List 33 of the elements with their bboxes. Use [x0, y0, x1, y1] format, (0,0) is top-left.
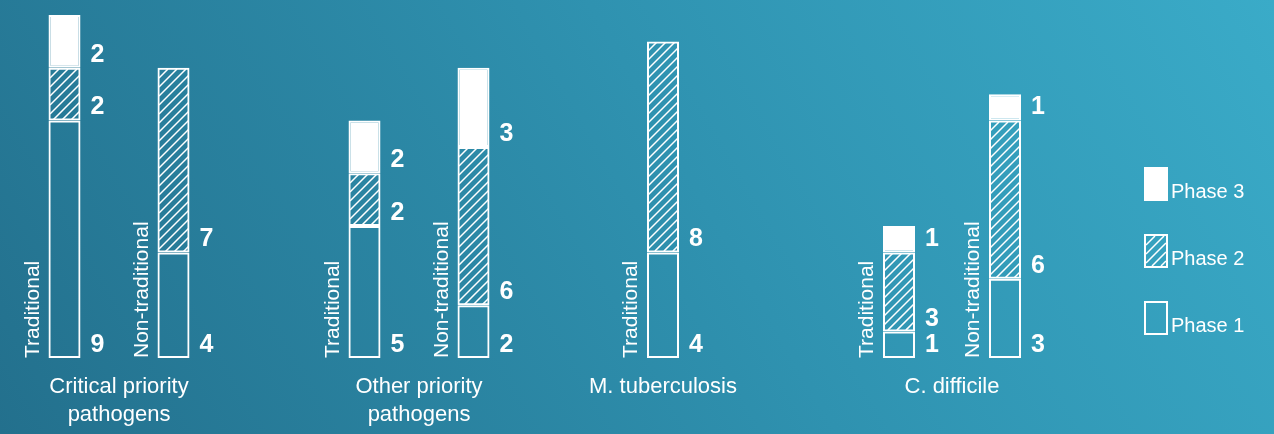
- data-label: 2: [90, 91, 105, 120]
- x-tick-label: Non-traditional: [128, 221, 152, 358]
- x-axis-title: Other priority pathogens: [355, 373, 483, 427]
- x-tick-label: Traditional: [19, 260, 43, 358]
- data-label: 4: [199, 328, 214, 357]
- x-tick-label: Traditional: [854, 260, 878, 358]
- data-label: 3: [499, 117, 514, 146]
- data-label: 4: [689, 328, 703, 357]
- data-label: 3: [1031, 328, 1045, 357]
- data-label: 3: [925, 302, 939, 331]
- legend-label: Phase 3: [1171, 179, 1245, 202]
- x-axis-title: Critical priority pathogens: [49, 373, 189, 427]
- data-label: 2: [90, 38, 105, 67]
- x-tick-label: Traditional: [618, 260, 642, 358]
- x-tick-label: Traditional: [319, 260, 343, 358]
- data-label: 6: [499, 276, 514, 305]
- data-label: 2: [499, 328, 514, 357]
- data-label: 8: [689, 223, 703, 252]
- data-label: 1: [1031, 91, 1045, 120]
- data-label: 1: [925, 328, 939, 357]
- legend-label: Phase 2: [1171, 246, 1245, 269]
- x-tick-label: Non-traditional: [960, 221, 984, 358]
- data-label: 2: [390, 196, 405, 225]
- data-label: 5: [390, 328, 405, 357]
- data-label: 6: [1031, 249, 1045, 278]
- x-tick-label: Non-traditional: [428, 221, 452, 358]
- data-label: 9: [90, 328, 105, 357]
- legend-label: Phase 1: [1171, 313, 1245, 336]
- data-label: 1: [925, 223, 939, 252]
- data-label: 7: [199, 223, 214, 252]
- x-axis-title: C. difficile: [904, 373, 1000, 399]
- data-label: 2: [390, 144, 405, 173]
- x-axis-title: M. tuberculosis: [589, 373, 737, 399]
